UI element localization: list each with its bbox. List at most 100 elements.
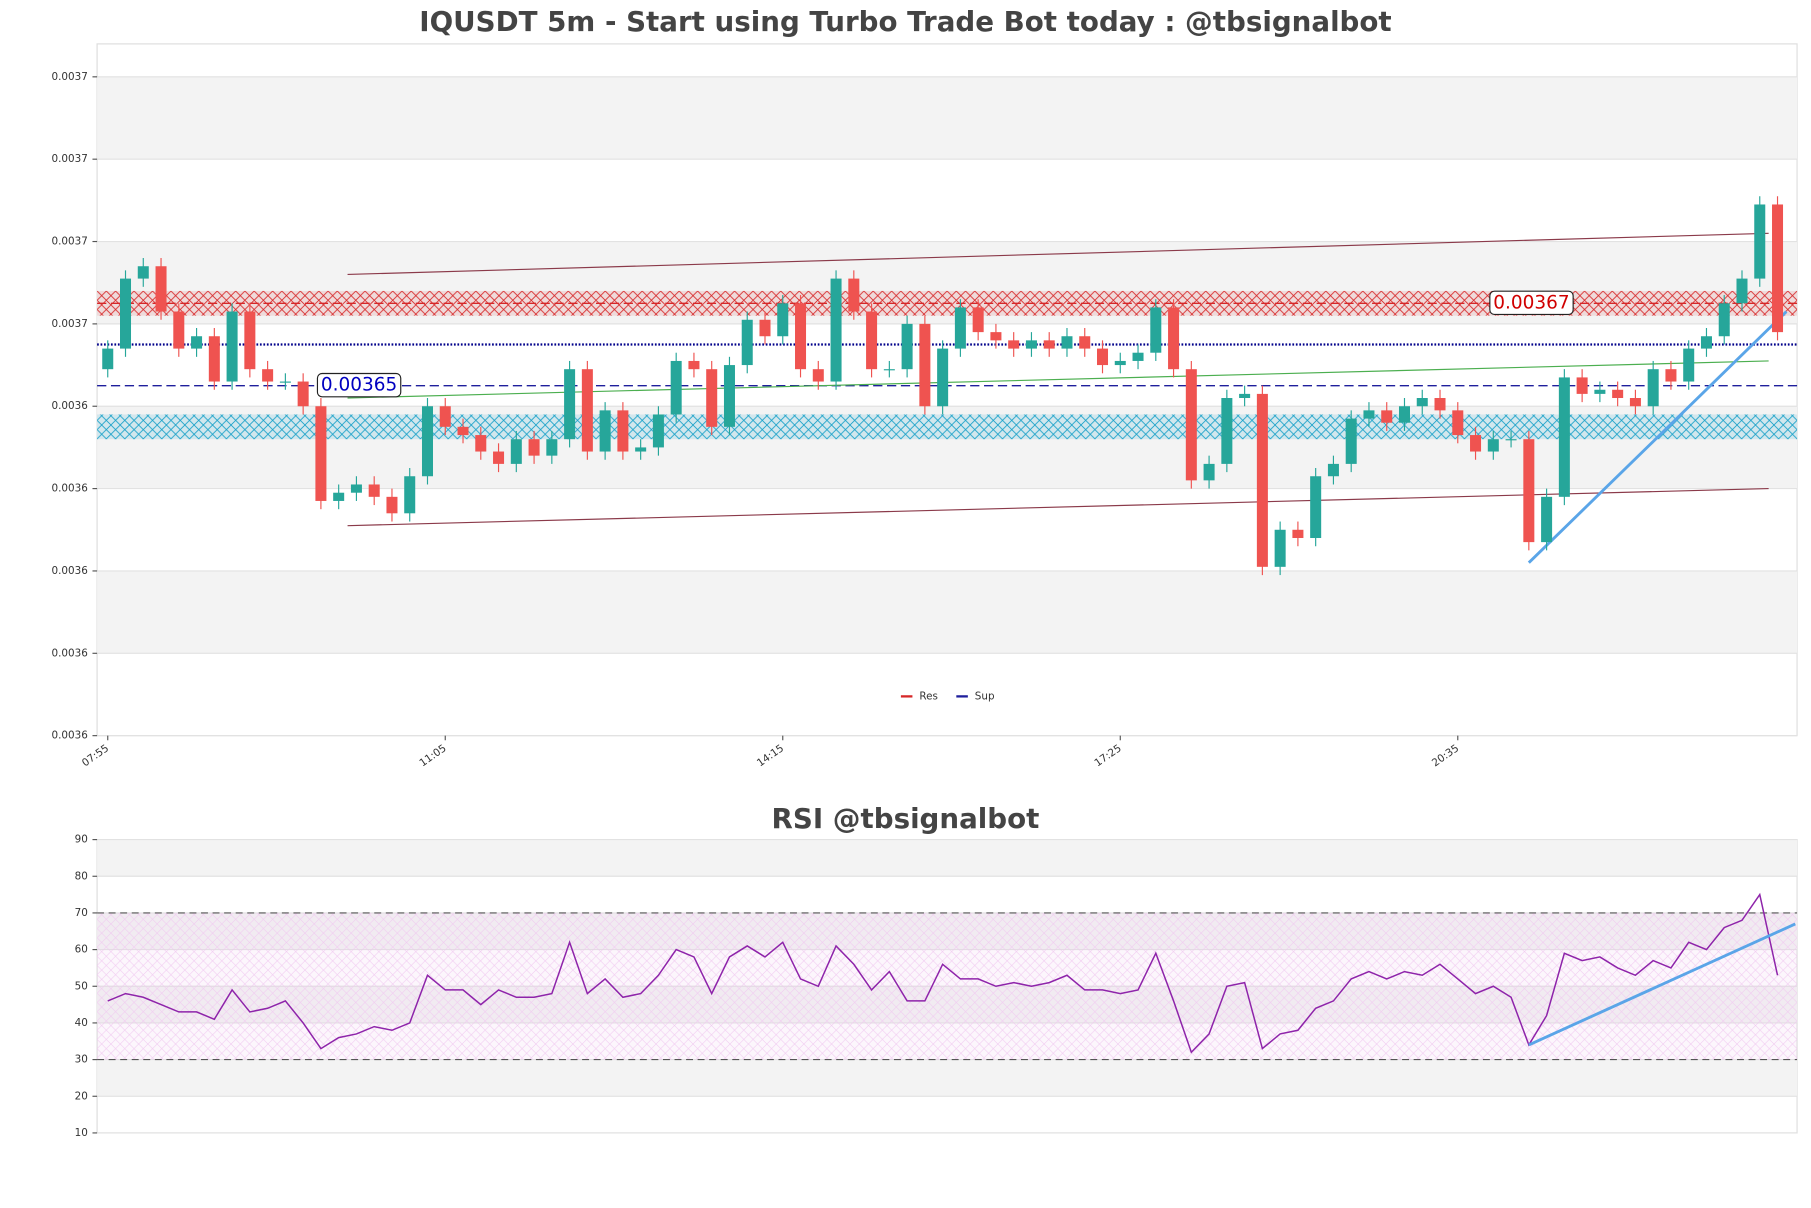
candle-body	[635, 447, 647, 452]
y-tick-label: 0.0036	[52, 400, 88, 412]
candle-body	[1434, 398, 1446, 411]
y-tick-label: 0.0037	[52, 318, 88, 330]
grid-band	[97, 76, 1798, 160]
y-tick-label: 20	[75, 1090, 88, 1102]
candle-body	[1025, 340, 1037, 349]
candle-body	[1168, 307, 1180, 370]
candle-body	[244, 311, 256, 370]
candle-body	[137, 266, 149, 279]
rsi-title: RSI @tbsignalbot	[772, 802, 1040, 835]
candle-body	[1345, 418, 1357, 464]
candle-body	[1363, 410, 1375, 419]
candle-body	[617, 410, 629, 452]
y-tick-label: 70	[75, 907, 88, 919]
candle-body	[1221, 398, 1233, 464]
y-tick-label: 0.0036	[52, 483, 88, 495]
y-tick-label: 0.0036	[52, 730, 88, 742]
candle-body	[333, 492, 345, 501]
candle-body	[812, 369, 824, 382]
candle-body	[1523, 439, 1535, 543]
candle-body	[1381, 410, 1393, 423]
candle-body	[1203, 463, 1215, 481]
candle-body	[848, 278, 860, 312]
candle-body	[102, 348, 114, 370]
candle-body	[1718, 303, 1730, 337]
candle-body	[1132, 352, 1144, 361]
support-zone	[97, 414, 1798, 440]
candle-body	[155, 266, 167, 312]
trend-line	[1527, 310, 1788, 564]
resistance-label-box	[1489, 290, 1574, 316]
x-tick-label: 14:15	[755, 742, 786, 769]
candle-body	[475, 435, 487, 452]
trend-line	[347, 232, 1769, 276]
candle-body	[1398, 406, 1410, 423]
candle-body	[404, 476, 416, 514]
candle-body	[1736, 278, 1748, 304]
x-tick-label: 07:55	[80, 742, 111, 769]
candle-body	[919, 323, 931, 407]
candle-body	[599, 410, 611, 452]
rsi-line	[107, 892, 1779, 1054]
y-tick-label: 40	[75, 1017, 88, 1029]
candle-body	[901, 323, 913, 370]
candle-body	[564, 369, 576, 440]
candle-body	[262, 369, 274, 382]
candle-body	[777, 303, 789, 337]
y-tick-label: 0.0037	[52, 71, 88, 83]
candle-body	[1647, 369, 1659, 407]
candle-body	[1452, 410, 1464, 436]
candle-body	[1558, 377, 1570, 497]
y-tick-label: 50	[75, 980, 88, 992]
candle-body	[1310, 476, 1322, 539]
candle-body	[723, 365, 735, 427]
candle-body	[546, 439, 558, 456]
candle-body	[1097, 348, 1109, 366]
grid-band	[97, 570, 1798, 654]
candle-body	[741, 319, 753, 366]
candle-body	[1061, 336, 1073, 349]
candle-body	[1008, 340, 1020, 349]
candle-body	[972, 307, 984, 333]
y-tick-label: 60	[75, 944, 88, 956]
y-tick-label: 10	[75, 1127, 88, 1139]
candle-body	[421, 406, 433, 477]
y-tick-label: 0.0037	[52, 153, 88, 165]
candle-body	[439, 406, 451, 427]
support-label: 0.00365	[321, 375, 397, 396]
candle-body	[297, 381, 309, 407]
candle-body	[1043, 340, 1055, 349]
candle-body	[1239, 393, 1251, 399]
candle-body	[510, 439, 522, 464]
candle-body	[1185, 369, 1197, 481]
candle-body	[1292, 529, 1304, 539]
candle-body	[528, 439, 540, 456]
candle-body	[759, 319, 771, 337]
x-tick-label: 11:05	[417, 742, 448, 769]
candle-body	[1683, 348, 1695, 382]
candle-body	[1629, 398, 1641, 407]
y-tick-label: 30	[75, 1054, 88, 1066]
candle-body	[990, 332, 1002, 341]
candle-body	[315, 406, 327, 501]
candle-body	[493, 451, 505, 464]
candle-body	[1772, 204, 1784, 333]
candle-body	[866, 311, 878, 370]
candle-body	[1150, 307, 1162, 353]
candle-body	[1327, 463, 1339, 477]
candle-body	[120, 278, 132, 349]
candle-body	[1470, 435, 1482, 452]
candle-body	[706, 369, 718, 427]
candle-body	[208, 336, 220, 382]
y-tick-label: 0.0037	[52, 236, 88, 248]
candle-body	[350, 484, 362, 493]
x-tick-label: 20:35	[1430, 742, 1461, 769]
candle-body	[1541, 496, 1553, 543]
legend-label: Sup	[975, 690, 995, 702]
legend-label: Res	[919, 690, 938, 702]
candle-body	[279, 381, 291, 383]
grid-band	[97, 1059, 1798, 1097]
y-tick-label: 0.0036	[52, 565, 88, 577]
rsi-band	[97, 912, 1798, 1060]
